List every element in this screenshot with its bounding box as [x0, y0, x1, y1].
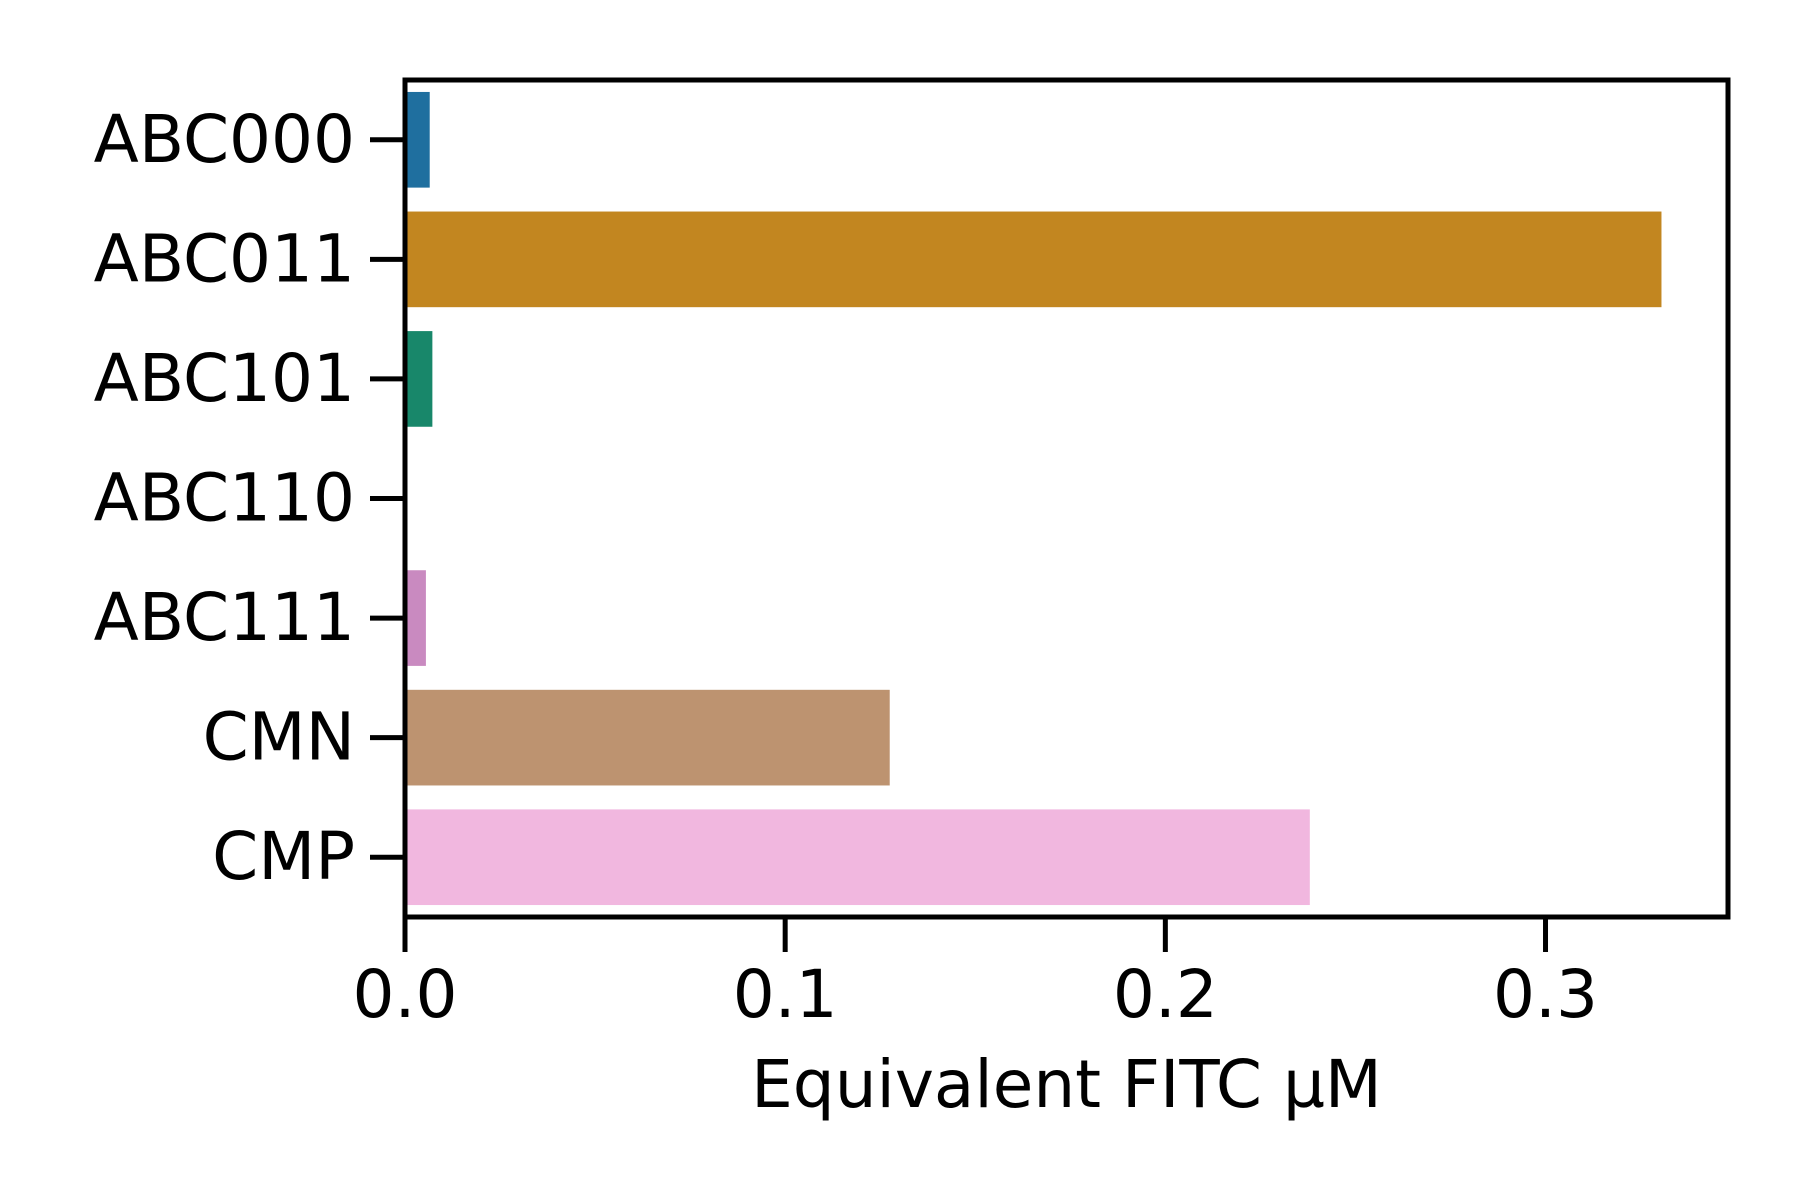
x-tick-label: 0.0: [353, 956, 458, 1033]
plot-frame: [402, 77, 1731, 920]
y-tick-label: CMN: [203, 699, 355, 776]
bar-abc011: [405, 211, 1662, 308]
y-tick-label: ABC011: [94, 220, 355, 297]
bar-abc111: [405, 570, 426, 666]
bar-abc101: [405, 331, 433, 427]
bars-group: [405, 91, 1662, 906]
x-axis-title: Equivalent FITC µM: [751, 1046, 1382, 1123]
bar-cmp: [405, 809, 1310, 906]
y-axis-ticks: ABC000 ABC011 ABC101 ABC110 ABC111 CMN CMP: [94, 101, 405, 895]
x-tick-label: 0.2: [1113, 956, 1218, 1033]
y-tick-label: ABC101: [94, 340, 355, 417]
y-tick-label: ABC110: [94, 460, 355, 537]
x-axis-ticks: 0.0 0.1 0.2 0.3: [353, 917, 1598, 1033]
y-tick-label: ABC000: [94, 101, 355, 178]
x-tick-label: 0.3: [1493, 956, 1598, 1033]
y-tick-label: CMP: [212, 818, 355, 895]
x-tick-label: 0.1: [733, 956, 838, 1033]
bar-cmn: [405, 689, 890, 786]
y-tick-label: ABC111: [94, 579, 355, 656]
bar-abc000: [405, 91, 430, 188]
